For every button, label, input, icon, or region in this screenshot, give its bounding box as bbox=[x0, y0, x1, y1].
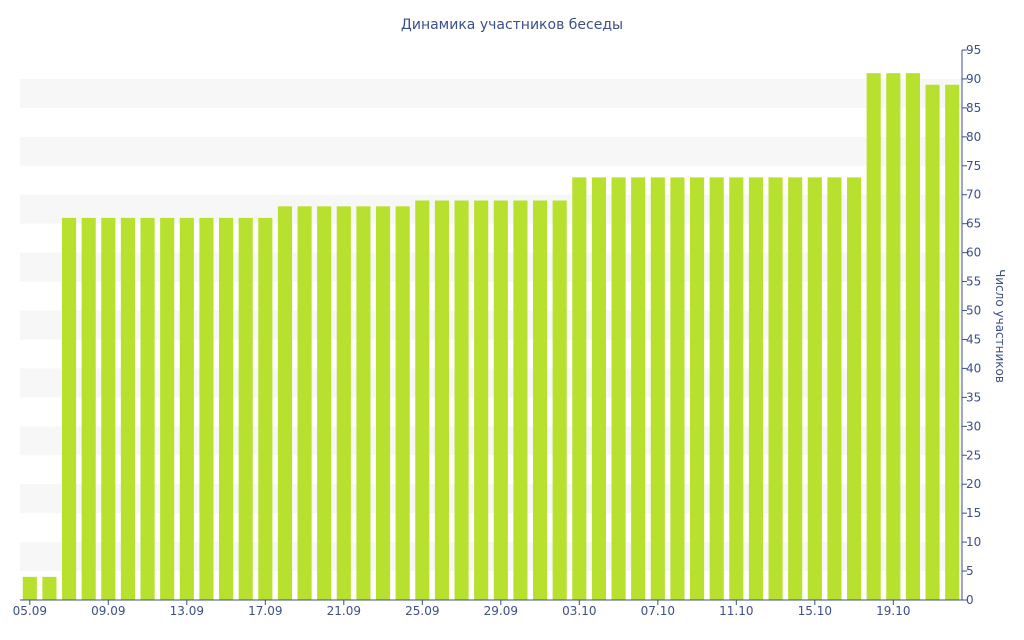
bar-14.09 bbox=[199, 218, 213, 600]
bar-12.10 bbox=[749, 177, 763, 600]
y-tick-label: 25 bbox=[966, 448, 981, 462]
y-axis-label: Число участников bbox=[993, 269, 1007, 383]
bar-18.09 bbox=[278, 206, 292, 600]
bar-10.09 bbox=[121, 218, 135, 600]
bar-22.09 bbox=[356, 206, 370, 600]
bar-25.09 bbox=[415, 201, 429, 600]
bar-17.10 bbox=[847, 177, 861, 600]
x-tick-label: 19.10 bbox=[876, 604, 910, 618]
x-tick-label: 21.09 bbox=[327, 604, 361, 618]
x-tick-label: 15.10 bbox=[798, 604, 832, 618]
x-tick-label: 03.10 bbox=[562, 604, 596, 618]
x-tick-label: 11.10 bbox=[719, 604, 753, 618]
x-tick-label: 07.10 bbox=[641, 604, 675, 618]
bar-27.09 bbox=[454, 201, 468, 600]
bar-11.09 bbox=[140, 218, 154, 600]
y-tick-label: 10 bbox=[966, 535, 981, 549]
y-tick-label: 0 bbox=[966, 593, 974, 607]
y-tick-label: 45 bbox=[966, 332, 981, 346]
grid-band bbox=[20, 79, 962, 108]
x-tick-label: 29.09 bbox=[484, 604, 518, 618]
y-tick-label: 40 bbox=[966, 361, 981, 375]
y-tick-label: 55 bbox=[966, 275, 981, 289]
y-tick-label: 85 bbox=[966, 101, 981, 115]
x-tick-label: 05.09 bbox=[13, 604, 47, 618]
bar-12.09 bbox=[160, 218, 174, 600]
bar-13.10 bbox=[768, 177, 782, 600]
bar-18.10 bbox=[867, 73, 881, 600]
bar-10.10 bbox=[710, 177, 724, 600]
y-tick-label: 80 bbox=[966, 130, 981, 144]
bar-26.09 bbox=[435, 201, 449, 600]
bar-19.09 bbox=[297, 206, 311, 600]
y-tick-label: 20 bbox=[966, 477, 981, 491]
bar-07.10 bbox=[651, 177, 665, 600]
y-tick-label: 60 bbox=[966, 246, 981, 260]
bar-23.09 bbox=[376, 206, 390, 600]
y-tick-label: 90 bbox=[966, 72, 981, 86]
chart-title: Динамика участников беседы bbox=[401, 17, 623, 33]
bar-02.10 bbox=[553, 201, 567, 600]
grid-band bbox=[20, 137, 962, 166]
bar-06.10 bbox=[631, 177, 645, 600]
y-tick-label: 30 bbox=[966, 419, 981, 433]
bar-15.09 bbox=[219, 218, 233, 600]
x-tick-label: 09.09 bbox=[91, 604, 125, 618]
bar-28.09 bbox=[474, 201, 488, 600]
x-tick-label: 25.09 bbox=[405, 604, 439, 618]
bar-09.10 bbox=[690, 177, 704, 600]
bar-04.10 bbox=[592, 177, 606, 600]
bar-16.10 bbox=[827, 177, 841, 600]
y-tick-label: 70 bbox=[966, 188, 981, 202]
bar-24.09 bbox=[396, 206, 410, 600]
bar-21.09 bbox=[337, 206, 351, 600]
bar-17.09 bbox=[258, 218, 272, 600]
x-tick-label: 13.09 bbox=[170, 604, 204, 618]
bar-14.10 bbox=[788, 177, 802, 600]
bar-22.10 bbox=[945, 85, 959, 600]
x-tick-label: 17.09 bbox=[248, 604, 282, 618]
y-tick-label: 65 bbox=[966, 217, 981, 231]
y-tick-label: 5 bbox=[966, 564, 974, 578]
bar-06.09 bbox=[42, 577, 56, 600]
bar-13.09 bbox=[180, 218, 194, 600]
y-tick-label: 50 bbox=[966, 304, 981, 318]
bar-19.10 bbox=[886, 73, 900, 600]
y-tick-label: 75 bbox=[966, 159, 981, 173]
bar-08.09 bbox=[82, 218, 96, 600]
bar-21.10 bbox=[925, 85, 939, 600]
bar-03.10 bbox=[572, 177, 586, 600]
bar-01.10 bbox=[533, 201, 547, 600]
bar-16.09 bbox=[239, 218, 253, 600]
bar-09.09 bbox=[101, 218, 115, 600]
bar-29.09 bbox=[494, 201, 508, 600]
y-tick-label: 95 bbox=[966, 43, 981, 57]
bar-15.10 bbox=[808, 177, 822, 600]
bar-11.10 bbox=[729, 177, 743, 600]
bar-20.10 bbox=[906, 73, 920, 600]
bar-20.09 bbox=[317, 206, 331, 600]
bar-05.10 bbox=[611, 177, 625, 600]
y-tick-label: 35 bbox=[966, 390, 981, 404]
bar-05.09 bbox=[23, 577, 37, 600]
bar-07.09 bbox=[62, 218, 76, 600]
bar-30.09 bbox=[513, 201, 527, 600]
bar-08.10 bbox=[670, 177, 684, 600]
y-tick-label: 15 bbox=[966, 506, 981, 520]
